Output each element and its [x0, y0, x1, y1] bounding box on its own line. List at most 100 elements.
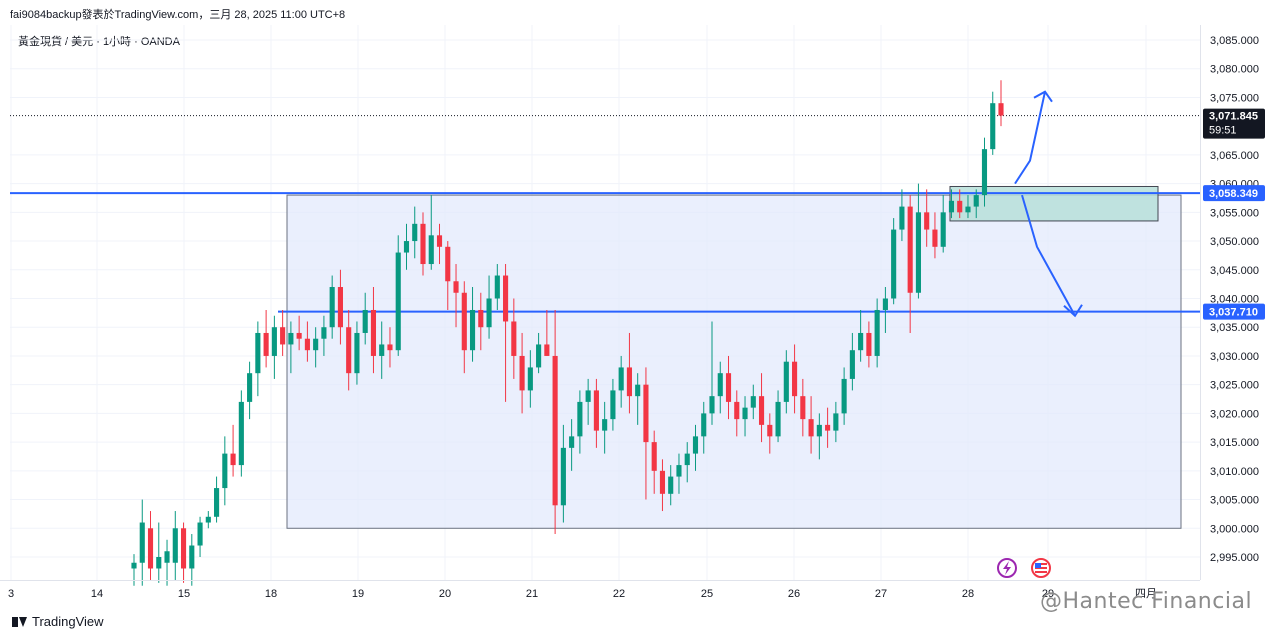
candle-body: [288, 332, 294, 345]
candle: [428, 195, 434, 270]
candle: [370, 287, 377, 374]
candle-body: [899, 206, 905, 230]
time-tick-label: 15: [178, 588, 190, 600]
candle-body: [296, 332, 302, 339]
candle: [436, 223, 443, 265]
candle-body: [536, 344, 542, 368]
candle: [668, 465, 674, 506]
candle-body: [420, 223, 426, 265]
tradingview-icon: [12, 616, 27, 627]
candle-body: [164, 551, 170, 563]
candle: [313, 327, 319, 368]
candle: [139, 499, 145, 586]
candle: [321, 315, 327, 356]
candle-body: [668, 476, 674, 494]
candle: [172, 511, 178, 580]
candle: [395, 235, 401, 356]
candle-body: [247, 373, 253, 402]
candle: [189, 534, 195, 586]
price-tick-label: 3,055.000: [1210, 207, 1259, 219]
candle: [486, 275, 492, 339]
candle-body: [131, 562, 137, 569]
candle-body: [792, 361, 798, 397]
candle: [618, 355, 624, 408]
candle: [932, 212, 938, 259]
candle: [940, 195, 946, 253]
supply-zone: [949, 185, 1159, 222]
candle: [362, 292, 368, 345]
candle-body: [189, 545, 195, 569]
candle: [866, 321, 872, 368]
candle-body: [610, 390, 616, 420]
candle-body: [866, 332, 872, 356]
candle: [205, 511, 211, 529]
candle-body: [354, 332, 360, 374]
candle-body: [527, 367, 533, 391]
bearish-arrow: [1021, 194, 1076, 317]
candle: [602, 401, 608, 454]
candle: [180, 522, 187, 583]
candle-body: [915, 212, 921, 293]
tradingview-brand: TradingView: [32, 614, 104, 629]
candle: [445, 241, 451, 310]
price-tick-label: 3,010.000: [1210, 466, 1259, 478]
candle-body: [478, 309, 484, 328]
price-tick-label: 3,065.000: [1210, 150, 1259, 162]
price-tick-label: 3,035.000: [1210, 322, 1259, 334]
time-tick-label: 19: [352, 588, 364, 600]
candle: [783, 350, 789, 414]
candle-body: [453, 281, 459, 293]
price-tick-label: 2,995.000: [1210, 552, 1259, 564]
candle-body: [238, 401, 244, 466]
candle-body: [585, 390, 591, 402]
candle: [337, 269, 343, 345]
candle: [585, 378, 591, 425]
price-tags: 3,071.845 59:51 3,058.349 3,037.710: [1203, 108, 1265, 320]
candle: [907, 195, 913, 333]
lightning-icon[interactable]: [997, 558, 1017, 578]
candle-body: [932, 229, 938, 247]
candle: [519, 332, 525, 414]
candle: [924, 189, 930, 247]
candle: [379, 321, 385, 379]
candle-body: [709, 396, 715, 414]
candle: [271, 315, 277, 379]
price-tick-label: 3,030.000: [1210, 351, 1259, 363]
candle: [403, 223, 410, 270]
candle-body: [816, 424, 822, 437]
candle: [973, 189, 979, 219]
candle-body: [313, 338, 319, 351]
candle: [825, 407, 831, 448]
price-tick-label: 3,075.000: [1210, 92, 1259, 104]
candle-body: [981, 149, 988, 196]
price-tick-label: 3,080.000: [1210, 64, 1259, 76]
candle-body: [370, 309, 377, 356]
candle: [808, 396, 814, 454]
price-tick-label: 3,000.000: [1210, 523, 1259, 535]
candle: [527, 350, 533, 408]
candle: [659, 459, 666, 512]
time-tick-label: 14: [91, 588, 103, 600]
candle: [998, 80, 1004, 127]
price-tick-label: 3,050.000: [1210, 236, 1259, 248]
candle-body: [602, 419, 608, 431]
price-tick-label: 3,040.000: [1210, 294, 1259, 306]
candle-body: [692, 436, 699, 454]
candle: [164, 539, 170, 586]
candle-body: [891, 229, 897, 299]
candle-body: [750, 396, 756, 408]
candle-body: [255, 332, 261, 374]
candle-body: [593, 390, 599, 431]
candle-body: [494, 275, 500, 299]
candle: [296, 315, 302, 351]
candle-body: [469, 309, 476, 351]
us-flag-icon[interactable]: [1031, 558, 1051, 578]
candle: [494, 264, 500, 310]
candle-body: [379, 344, 385, 356]
price-tick-label: 3,025.000: [1210, 380, 1259, 392]
time-tick-label: 22: [613, 588, 625, 600]
candle-body: [643, 384, 649, 443]
candle-body: [511, 321, 517, 356]
tradingview-logo[interactable]: TradingView: [12, 614, 104, 629]
